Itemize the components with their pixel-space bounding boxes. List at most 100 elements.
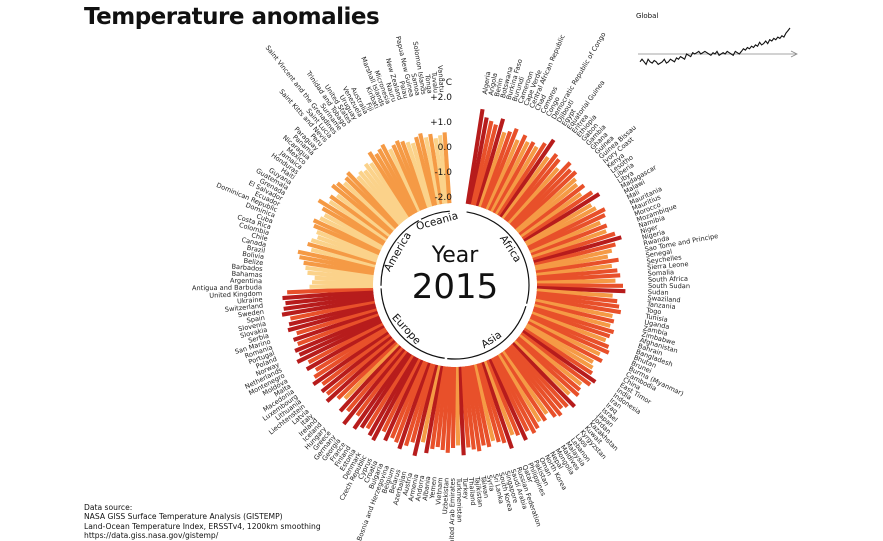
region-arc xyxy=(420,210,450,220)
bar xyxy=(381,357,421,433)
bar xyxy=(331,183,393,235)
bar xyxy=(281,296,375,317)
bar xyxy=(414,136,437,207)
country-label: Belize xyxy=(243,257,264,267)
bar xyxy=(336,340,398,400)
country-label: Algeria xyxy=(481,71,492,95)
bar xyxy=(397,361,431,450)
country-label: South Sudan xyxy=(648,282,690,290)
bar xyxy=(305,265,374,278)
bar xyxy=(524,203,593,246)
bar xyxy=(533,242,616,267)
bar xyxy=(358,170,404,224)
bar xyxy=(365,353,414,430)
bar xyxy=(430,365,446,450)
bar xyxy=(317,198,387,244)
country-label: Bahamas xyxy=(231,270,263,280)
bar xyxy=(297,311,379,347)
bar xyxy=(536,293,620,309)
bar xyxy=(305,323,385,372)
bar xyxy=(519,332,592,387)
bar xyxy=(287,304,377,333)
bar xyxy=(503,153,559,222)
country-label: Sudan xyxy=(648,288,669,297)
bar xyxy=(320,334,393,394)
bar xyxy=(487,358,528,441)
bar xyxy=(507,345,564,410)
country-label: Uzbekistan xyxy=(441,478,451,515)
bar xyxy=(294,314,380,353)
country-label: Taiwan xyxy=(479,474,490,498)
bar xyxy=(494,145,539,216)
bar xyxy=(314,326,387,372)
country-label: Tuvalu xyxy=(430,70,440,93)
source-url[interactable]: https://data.giss.nasa.gov/gistemp/ xyxy=(84,530,219,540)
bar xyxy=(536,278,616,285)
bar xyxy=(524,325,594,370)
bar xyxy=(536,291,618,304)
country-label: Turkey xyxy=(461,477,470,500)
bar xyxy=(533,306,615,335)
bar xyxy=(391,144,424,211)
bar xyxy=(477,362,507,444)
bar xyxy=(468,117,489,205)
bar xyxy=(380,143,420,214)
bar xyxy=(328,199,388,242)
global-inset: Global xyxy=(634,12,804,84)
bar xyxy=(310,238,378,263)
chart-title: Temperature anomalies xyxy=(84,4,380,30)
bar xyxy=(404,362,434,447)
bar xyxy=(435,366,449,448)
bar xyxy=(377,148,417,215)
bar xyxy=(489,357,530,432)
bar xyxy=(536,285,626,294)
axis-tick-label: +1.0 xyxy=(430,118,452,128)
bar xyxy=(532,308,611,339)
bar xyxy=(525,206,597,248)
bar xyxy=(478,131,507,208)
country-label: Spain xyxy=(246,314,266,325)
bar xyxy=(316,230,380,258)
bar xyxy=(480,361,514,450)
country-label: Syria xyxy=(485,474,496,492)
bar xyxy=(325,338,396,403)
bar xyxy=(505,347,563,417)
bar xyxy=(465,108,485,205)
bar xyxy=(307,321,384,365)
bar xyxy=(359,352,412,429)
country-label: Vanuatu xyxy=(436,65,446,93)
bar xyxy=(388,148,422,212)
country-label: Thailand xyxy=(467,476,477,506)
bar xyxy=(383,358,424,442)
bar xyxy=(433,138,447,204)
country-label: Fiji xyxy=(364,101,375,113)
bar xyxy=(344,176,398,229)
data-source: Data source: NASA GISS Surface Temperatu… xyxy=(84,503,321,540)
country-label: Barbados xyxy=(231,263,263,274)
bar xyxy=(371,356,419,442)
center-disc xyxy=(377,207,533,363)
bar xyxy=(307,270,374,281)
bar xyxy=(400,140,429,209)
bar xyxy=(536,288,613,298)
bar xyxy=(513,170,578,231)
bar xyxy=(534,248,613,270)
bar xyxy=(287,286,374,295)
bar xyxy=(410,363,436,443)
bar xyxy=(343,342,400,400)
bar xyxy=(442,132,452,204)
bar xyxy=(531,311,607,343)
bar xyxy=(509,161,572,227)
bar xyxy=(297,249,376,271)
bar xyxy=(534,301,615,324)
bar xyxy=(346,346,404,413)
country-label: Tanzania xyxy=(646,300,676,311)
region-arc xyxy=(380,288,445,359)
bar xyxy=(535,298,613,318)
bar xyxy=(475,363,501,443)
country-label: United Arab Emirates xyxy=(448,477,457,541)
bar xyxy=(367,355,417,437)
bar xyxy=(529,220,601,255)
bar xyxy=(457,366,466,456)
bar xyxy=(459,366,471,448)
